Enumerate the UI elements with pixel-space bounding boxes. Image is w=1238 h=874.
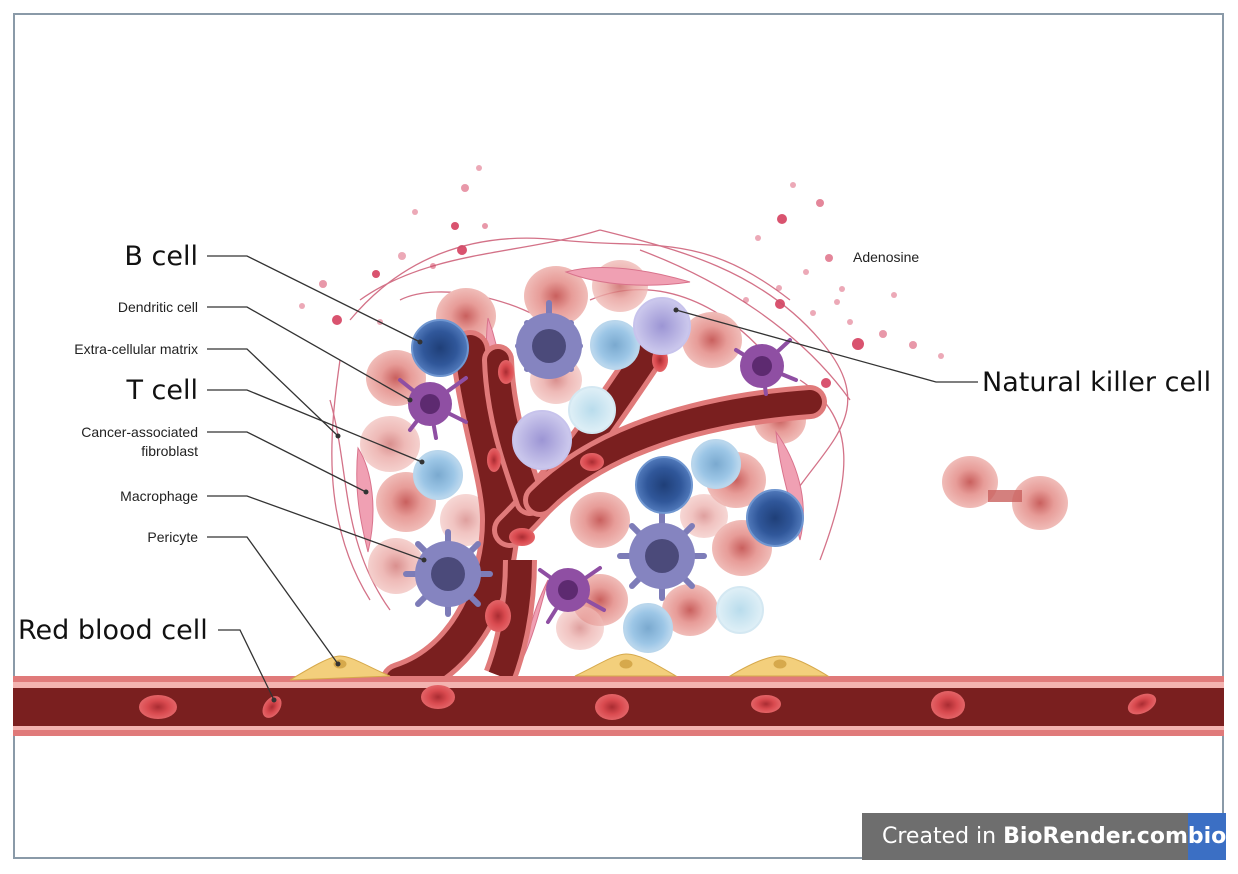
label-caf-line1: Cancer-associated [81, 424, 198, 440]
adenosine-particles [299, 165, 944, 388]
watermark-prefix: Created in [882, 824, 1004, 849]
pericytes [289, 653, 830, 681]
leader-dots [271, 307, 679, 703]
label-pericyte: Pericyte [147, 529, 198, 545]
macrophages [403, 300, 707, 617]
label-natural-killer-cell: Natural killer cell [982, 367, 1211, 398]
biorender-logo: bio [1187, 813, 1227, 860]
label-red-blood-cell: Red blood cell [18, 615, 208, 646]
watermark-text: Created in BioRender.com [862, 824, 1188, 849]
b-cells [411, 319, 804, 547]
label-caf-line2: fibroblast [141, 443, 198, 459]
label-dendritic-cell: Dendritic cell [118, 299, 198, 315]
watermark-brand: BioRender.com [1003, 824, 1188, 849]
label-extracellular-matrix: Extra-cellular matrix [74, 341, 198, 357]
t-cells [413, 320, 764, 653]
label-b-cell: B cell [124, 241, 198, 272]
label-macrophage: Macrophage [120, 488, 198, 504]
biorender-watermark[interactable]: Created in BioRender.com bio [862, 813, 1227, 860]
leader-lines [207, 255, 978, 701]
red-blood-cells [139, 348, 1157, 720]
label-t-cell: T cell [125, 375, 198, 406]
dendritic-cells [398, 338, 798, 624]
label-adenosine: Adenosine [853, 249, 919, 265]
